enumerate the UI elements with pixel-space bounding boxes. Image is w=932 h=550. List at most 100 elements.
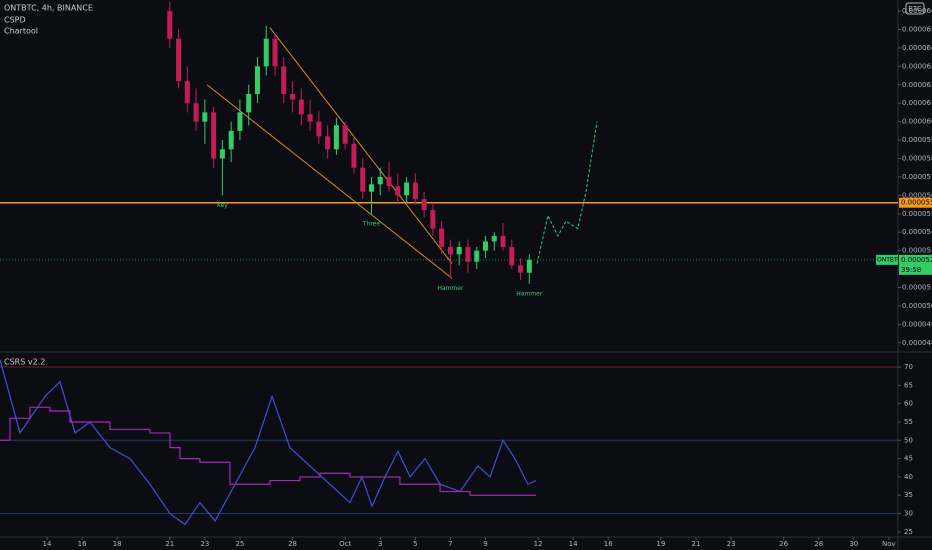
level-tag [899, 197, 932, 208]
candle-body [176, 38, 182, 82]
candle-body [263, 38, 269, 67]
x-tick-label: 3 [378, 540, 382, 548]
symbol-title: ONTBTC, 4h, BINANCE [4, 4, 93, 13]
candle-body [272, 38, 278, 67]
candle-body [193, 103, 199, 122]
y-tick-label: 0.0000630 [902, 62, 932, 70]
y-tick-label: 0.0000610 [902, 99, 932, 107]
x-tick-label: 9 [483, 540, 487, 548]
x-tick-label: 12 [534, 540, 543, 548]
y-tick-label: 60 [904, 400, 913, 408]
candle-body [360, 167, 366, 192]
y-tick-label: 50 [904, 436, 913, 444]
y-tick-label: 45 [904, 455, 913, 463]
y-tick-label: 65 [904, 381, 913, 389]
y-tick-label: 30 [904, 510, 913, 518]
candle-body [474, 250, 480, 262]
last-price-label: 0.0000525 [901, 256, 932, 264]
candle-body [333, 125, 339, 150]
x-tick-label: Nov [882, 540, 896, 548]
x-tick-label: 5 [413, 540, 417, 548]
candle-body [526, 259, 532, 273]
candle-body [290, 93, 296, 100]
candle-body [482, 241, 488, 251]
x-tick-label: 23 [200, 540, 209, 548]
countdown-label: 39:58 [901, 266, 921, 274]
candle-body [377, 176, 383, 185]
candle-body [202, 112, 208, 122]
x-tick-label: 28 [814, 540, 823, 548]
candle-body [456, 246, 462, 255]
y-tick-label: 0.0000600 [902, 118, 932, 126]
indicator-name: CSPD [4, 16, 26, 25]
currency-box[interactable] [905, 2, 925, 15]
x-tick-label: 28 [288, 540, 297, 548]
x-tick-label: 25 [235, 540, 244, 548]
candle-body [509, 246, 515, 266]
y-tick-label: 0.0000490 [902, 320, 932, 328]
candle-body [386, 176, 392, 187]
candle-body [439, 228, 445, 247]
candle-body [421, 199, 427, 211]
y-tick-label: 55 [904, 418, 913, 426]
projection-line [536, 121, 598, 264]
candle-body [447, 246, 453, 255]
y-tick-label: 0.0000500 [902, 302, 932, 310]
x-tick-label: 7 [448, 540, 452, 548]
y-tick-label: 0.0000480 [902, 339, 932, 347]
indicator-line [0, 359, 537, 526]
y-tick-label: 0.0000550 [902, 210, 932, 218]
last-price-tag [899, 254, 932, 275]
x-tick-label: 21 [165, 540, 174, 548]
x-tick-label: 26 [779, 540, 788, 548]
indicator-title: CSRS v2.2 [4, 358, 45, 367]
symbol-tag-label: ONTBTC [877, 256, 902, 263]
x-tick-label: 14 [43, 540, 52, 548]
y-tick-label: 0.0000510 [902, 283, 932, 291]
candle-body [254, 66, 260, 94]
candle-body [491, 235, 497, 242]
y-tick-label: 0.0000650 [902, 25, 932, 33]
candle-body [412, 182, 418, 200]
pattern-label: Hammer [437, 285, 464, 292]
candle-body [325, 136, 331, 150]
y-tick-label: 70 [904, 363, 913, 371]
candle-body [307, 114, 313, 122]
y-tick-label: 25 [904, 528, 913, 536]
candle-body [298, 99, 304, 115]
x-tick-label: 30 [849, 540, 858, 548]
y-tick-label: 0.0000580 [902, 154, 932, 162]
x-tick-label: 14 [569, 540, 578, 548]
candle-body [395, 186, 401, 196]
level-tag-label: 0.0000556 [901, 199, 932, 207]
candle-body [316, 121, 322, 137]
y-tick-label: 0.0000640 [902, 44, 932, 52]
candle-body [342, 125, 348, 144]
x-tick-label: Oct [339, 540, 351, 548]
pattern-label: Three [362, 220, 380, 227]
x-tick-label: 18 [113, 540, 122, 548]
pattern-label: Hammer [516, 290, 543, 297]
y-tick-label: 0.0000540 [902, 228, 932, 236]
candle-body [465, 246, 471, 262]
y-tick-label: 35 [904, 491, 913, 499]
candle-body [219, 149, 225, 159]
y-tick-label: 0.0000560 [902, 191, 932, 199]
x-tick-label: 16 [604, 540, 613, 548]
symbol-tag [876, 254, 898, 265]
candle-body [237, 112, 243, 131]
y-tick-label: 0.0000590 [902, 136, 932, 144]
candle-body [404, 182, 410, 196]
y-tick-label: 0.0000620 [902, 81, 932, 89]
candle-body [167, 11, 173, 39]
x-tick-label: 19 [656, 540, 665, 548]
candle-body [351, 143, 357, 168]
candle-body [368, 184, 374, 192]
currency[interactable]: BTC [908, 5, 922, 13]
y-tick-label: 0.0000570 [902, 173, 932, 181]
candle-body [184, 81, 190, 104]
indicator-name: Chartool [4, 27, 38, 36]
candle-body [281, 66, 287, 94]
